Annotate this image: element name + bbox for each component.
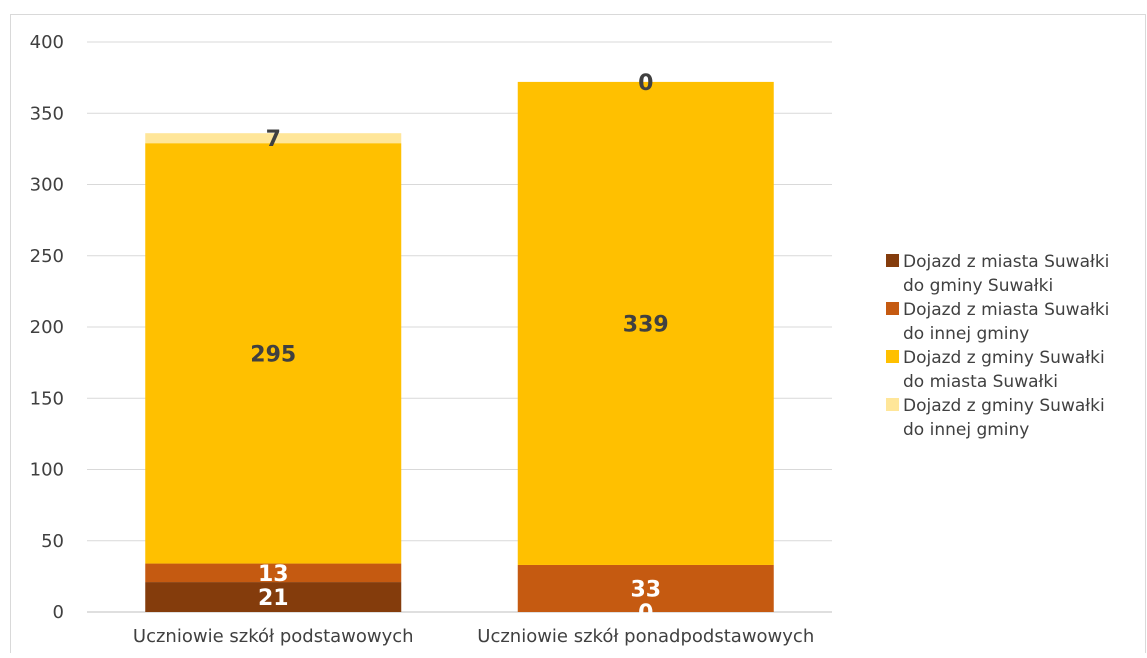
bar-segment xyxy=(145,143,402,564)
bar-segment xyxy=(517,81,774,565)
data-label: 21 xyxy=(258,586,289,611)
legend-label: do gminy Suwałki xyxy=(903,276,1053,296)
y-tick-label: 400 xyxy=(30,32,64,53)
data-label: 0 xyxy=(638,71,653,96)
x-axis: Uczniowie szkół podstawowych Uczniowie sz… xyxy=(133,626,814,647)
bar-segment xyxy=(517,564,774,612)
data-label: 13 xyxy=(258,562,289,587)
bars xyxy=(145,81,774,612)
bar-segment xyxy=(145,133,402,144)
legend-swatch xyxy=(886,350,899,363)
legend-label: Dojazd z miasta Suwałki xyxy=(903,300,1109,320)
legend-swatch xyxy=(886,302,899,315)
data-label: 295 xyxy=(250,342,296,367)
legend-label: Dojazd z miasta Suwałki xyxy=(903,252,1109,272)
bar-segment xyxy=(145,582,402,612)
y-tick-label: 350 xyxy=(30,103,64,124)
legend-swatch xyxy=(886,398,899,411)
category-label: Uczniowie szkół podstawowych xyxy=(133,626,414,647)
y-axis: 0 50 100 150 200 250 300 350 400 xyxy=(30,32,64,623)
legend-label: Dojazd z gminy Suwałki xyxy=(903,348,1105,368)
data-label: 33 xyxy=(630,577,661,602)
legend: Dojazd z miasta Suwałki do gminy Suwałki D… xyxy=(886,252,1109,440)
y-tick-label: 0 xyxy=(53,602,64,623)
y-tick-label: 150 xyxy=(30,388,64,409)
legend-label: do innej gminy xyxy=(903,420,1029,440)
y-tick-label: 200 xyxy=(30,317,64,338)
bar-segment xyxy=(145,563,402,583)
y-tick-label: 250 xyxy=(30,246,64,267)
legend-label: do miasta Suwałki xyxy=(903,372,1058,392)
legend-swatch xyxy=(886,254,899,267)
legend-label: Dojazd z gminy Suwałki xyxy=(903,396,1105,416)
category-label: Uczniowie szkół ponadpodstawowych xyxy=(477,626,814,647)
legend-label: do innej gminy xyxy=(903,324,1029,344)
data-label: 339 xyxy=(623,312,669,337)
data-label: 0 xyxy=(638,601,653,626)
y-tick-label: 300 xyxy=(30,175,64,196)
y-tick-label: 100 xyxy=(30,460,64,481)
y-tick-label: 50 xyxy=(41,531,64,552)
data-label: 7 xyxy=(266,127,281,152)
